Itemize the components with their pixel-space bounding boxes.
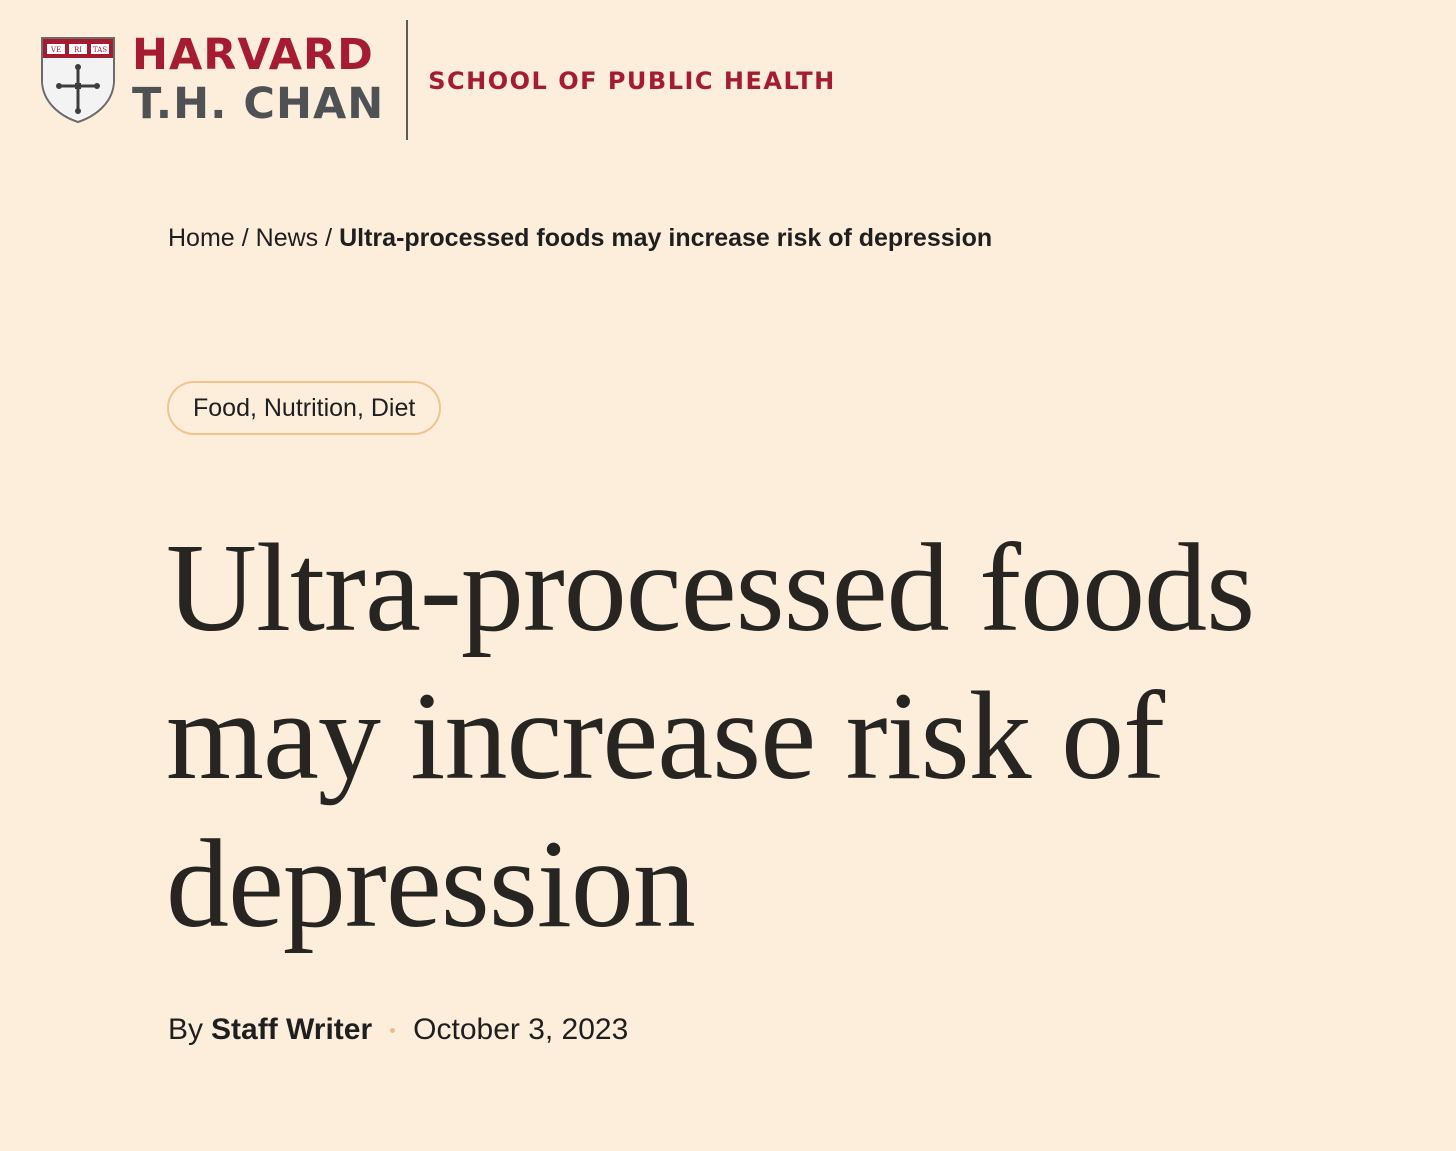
svg-text:VE: VE — [50, 46, 61, 54]
breadcrumb-home-link[interactable]: Home — [168, 224, 235, 252]
article-title: Ultra-processed foods may increase risk … — [166, 519, 1255, 954]
breadcrumb-separator: / — [241, 224, 249, 252]
school-name-link[interactable]: SCHOOL OF PUBLIC HEALTH — [428, 67, 836, 95]
breadcrumb-separator: / — [325, 224, 333, 252]
harvard-wordmark: HARVARD T.H. CHAN — [132, 34, 384, 126]
wordmark-harvard: HARVARD — [132, 30, 374, 80]
topic-tag-link[interactable]: Food, Nutrition, Diet — [167, 381, 442, 435]
byline-separator-dot — [390, 1027, 396, 1033]
harvard-shield-icon: VE RI TAS — [41, 37, 115, 124]
svg-text:RI: RI — [74, 46, 82, 54]
breadcrumb-news-link[interactable]: News — [255, 224, 319, 252]
breadcrumb: Home / News / Ultra-processed foods may incr… — [168, 224, 992, 253]
header-divider — [406, 20, 409, 140]
author-link[interactable]: Staff Writer — [211, 1013, 373, 1046]
wordmark-th-chan: T.H. CHAN — [132, 79, 385, 129]
byline-prefix: By — [168, 1013, 204, 1046]
article-byline: By Staff Writer October 3, 2023 — [168, 1013, 628, 1047]
publish-date: October 3, 2023 — [413, 1013, 629, 1046]
svg-text:TAS: TAS — [93, 46, 107, 54]
site-header: VE RI TAS HARVARD T.H. CHAN SCHOOL OF PU… — [40, 20, 836, 140]
harvard-logo-link[interactable]: VE RI TAS HARVARD T.H. CHAN — [40, 34, 384, 126]
breadcrumb-current-page: Ultra-processed foods may increase risk … — [339, 224, 993, 252]
